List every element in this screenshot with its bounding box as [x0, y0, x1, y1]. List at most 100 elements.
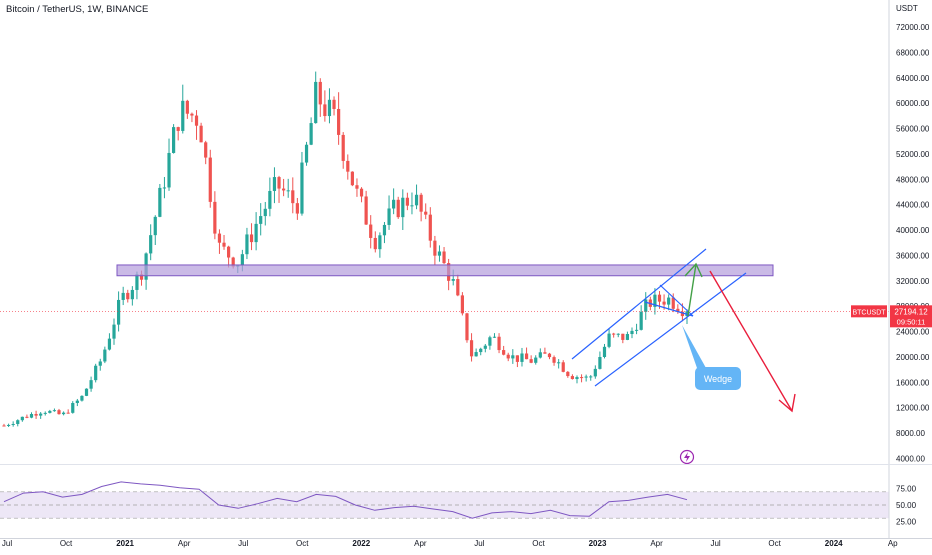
wedge-callout-box — [695, 367, 741, 390]
candle-body — [575, 377, 579, 380]
candle-body — [34, 414, 38, 416]
candle-body — [644, 299, 648, 312]
candle-body — [451, 279, 455, 281]
candle-body — [433, 240, 437, 256]
candle-body — [52, 410, 57, 412]
wedge-callout-pointer — [682, 325, 706, 368]
channel-upper-line — [571, 248, 707, 360]
candle-body — [222, 242, 226, 247]
candle-body — [112, 324, 116, 339]
time-tick-label: Jul — [238, 539, 248, 548]
candle-body — [314, 81, 318, 124]
rsi-pane — [0, 481, 889, 519]
candle-body — [460, 295, 464, 314]
rsi-tick-label: 50.00 — [896, 501, 917, 510]
candle-body — [130, 289, 134, 300]
candle-body — [492, 336, 497, 338]
candle-body — [249, 234, 254, 243]
candle-body — [323, 104, 327, 117]
candle-body — [524, 353, 529, 360]
candle-body — [442, 251, 446, 264]
time-tick-label: 2024 — [825, 539, 843, 548]
candle-body — [135, 274, 139, 290]
candles — [2, 71, 689, 428]
candle-body — [534, 357, 538, 363]
rsi-line — [3, 481, 688, 519]
resistance-zone — [116, 264, 774, 277]
candle-body — [309, 123, 313, 145]
candle-body — [227, 246, 231, 258]
time-tick-label: Oct — [296, 539, 309, 548]
candle-body — [676, 308, 680, 312]
candle-body — [25, 416, 29, 418]
candle-body — [167, 152, 171, 188]
candle-body — [16, 420, 20, 424]
price-tick-label: 32000.00 — [896, 277, 930, 286]
candle-body — [282, 188, 286, 191]
candle-body — [277, 177, 281, 189]
candle-body — [579, 377, 584, 379]
candle-body — [621, 333, 625, 340]
candle-body — [304, 144, 309, 163]
price-tick-label: 16000.00 — [896, 378, 930, 387]
price-tick-label: 56000.00 — [896, 125, 930, 134]
price-tag-box — [890, 305, 932, 328]
candle-body — [199, 125, 203, 143]
red-arrow-head — [778, 393, 796, 413]
candle-body — [584, 376, 588, 378]
candle-body — [405, 197, 409, 206]
candle-body — [437, 251, 442, 256]
lightning-icon — [684, 452, 690, 462]
candle-body — [6, 424, 11, 426]
candle-body — [162, 187, 167, 189]
candle-body — [2, 425, 6, 427]
green-arrow-head — [684, 262, 703, 278]
wedge-callout-label: Wedge — [704, 374, 732, 384]
candle-body — [396, 199, 400, 218]
time-tick-label: Jul — [710, 539, 720, 548]
candle-body — [625, 334, 630, 340]
candle-body — [506, 354, 510, 359]
candle-body — [561, 362, 565, 372]
candle-body — [589, 376, 593, 378]
price-tick-label: 20000.00 — [896, 353, 930, 362]
candle-body — [474, 352, 478, 357]
candle-body — [89, 380, 93, 389]
candle-body — [272, 177, 277, 191]
red-arrow-line — [709, 270, 793, 412]
currency-label: USDT — [896, 4, 918, 13]
candle-body — [75, 400, 79, 404]
overlay: Wedge — [0, 248, 889, 465]
price-tick-label: 8000.00 — [896, 429, 925, 438]
time-tick-label: Jul — [2, 539, 12, 548]
candle-body — [185, 100, 189, 114]
candle-body — [382, 224, 387, 236]
candle-body — [103, 349, 107, 362]
candle-body — [529, 359, 533, 363]
candle-body — [634, 329, 639, 331]
candle-body — [208, 157, 212, 202]
price-tick-label: 48000.00 — [896, 175, 930, 184]
candle-body — [318, 81, 322, 105]
price-tick-label: 60000.00 — [896, 99, 930, 108]
time-tick-label: 2021 — [116, 539, 134, 548]
candle-body — [11, 423, 15, 425]
price-tick-label: 12000.00 — [896, 404, 930, 413]
candle-body — [20, 416, 24, 421]
symbol-tag-box — [851, 305, 887, 318]
candle-body — [231, 257, 235, 267]
candle-body — [116, 299, 121, 325]
candle-body — [245, 234, 249, 255]
price-tick-label: 24000.00 — [896, 328, 930, 337]
candle-body — [488, 337, 492, 346]
candle-body — [126, 292, 130, 300]
candle-body — [300, 162, 304, 214]
candle-body — [639, 311, 643, 330]
candle-body — [341, 134, 345, 161]
candle-body — [364, 196, 368, 225]
price-tag-countdown: 09:50:11 — [897, 317, 926, 326]
candle-body — [369, 224, 373, 238]
wedge-lower-line — [644, 301, 694, 317]
